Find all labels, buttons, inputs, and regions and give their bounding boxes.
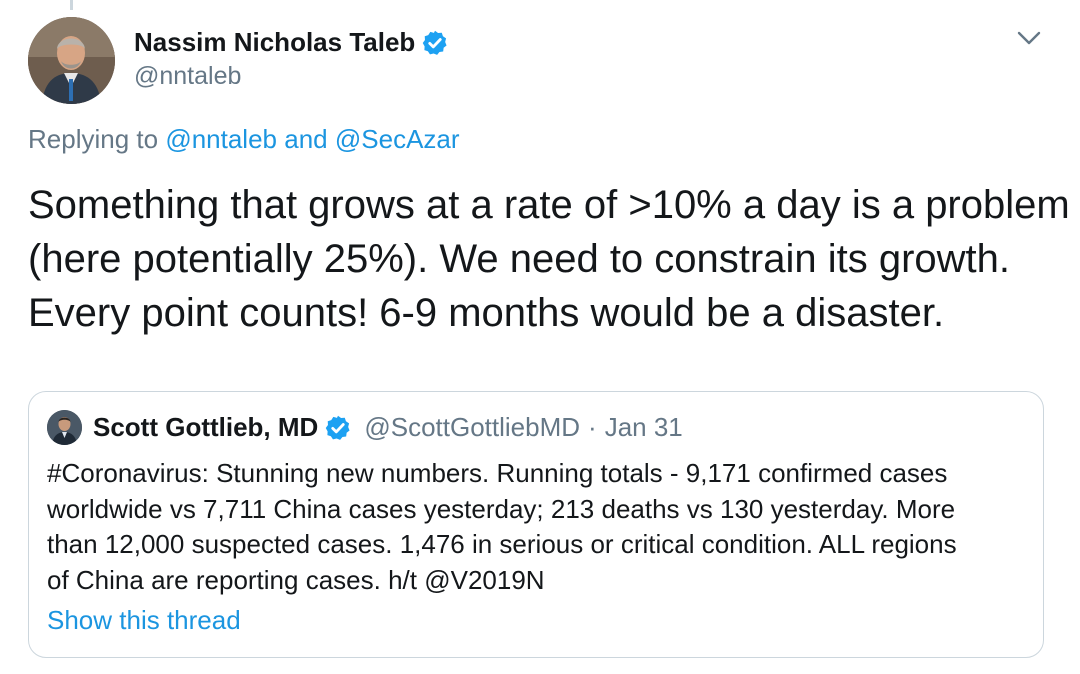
thread-connector-line: [70, 0, 73, 10]
profile-photo-icon: [47, 410, 82, 445]
meta-separator: ·: [588, 412, 597, 442]
mention-link-secazar[interactable]: @SecAzar: [334, 124, 460, 154]
quoted-author-avatar[interactable]: [47, 410, 82, 445]
profile-photo-icon: [28, 17, 115, 104]
quoted-tweet-text: #Coronavirus: Stunning new numbers. Runn…: [47, 456, 1037, 598]
author-name-row[interactable]: Nassim Nicholas Taleb: [134, 27, 449, 58]
quoted-text-line: #Coronavirus: Stunning new numbers. Runn…: [47, 458, 948, 488]
replying-to-label: Replying to: [28, 124, 159, 154]
chevron-down-icon[interactable]: [1015, 28, 1043, 48]
mention-link-nntaleb[interactable]: @nntaleb: [165, 124, 278, 154]
tweet-text-line: Every point counts! 6-9 months would be …: [28, 291, 945, 335]
quoted-text-line: than 12,000 suspected cases. 1,476 in se…: [47, 529, 957, 559]
author-name[interactable]: Nassim Nicholas Taleb: [134, 27, 416, 57]
quoted-author-name[interactable]: Scott Gottlieb, MD: [93, 412, 319, 442]
quoted-text-line: worldwide vs 7,711 China cases yesterday…: [47, 493, 956, 524]
verified-badge-icon: [326, 415, 350, 440]
replying-to: Replying to @nntaleb and @SecAzar: [28, 124, 460, 155]
quoted-text-line: of China are reporting cases. h/t @V2019…: [47, 564, 545, 595]
quoted-author-handle[interactable]: @ScottGottliebMD: [364, 412, 581, 442]
tweet-text: Something that grows at a rate of >10% a…: [28, 178, 1070, 340]
quoted-tweet-header: Scott Gottlieb, MD @ScottGottliebMD · Ja…: [93, 412, 683, 443]
quoted-tweet[interactable]: Scott Gottlieb, MD @ScottGottliebMD · Ja…: [28, 391, 1044, 658]
author-avatar[interactable]: [28, 17, 115, 104]
verified-badge-icon: [423, 30, 447, 55]
quoted-tweet-date[interactable]: Jan 31: [604, 412, 683, 442]
show-thread-link[interactable]: Show this thread: [47, 605, 241, 635]
tweet-text-line: (here potentially 25%). We need to const…: [28, 237, 1010, 281]
author-handle[interactable]: @nntaleb: [134, 62, 242, 90]
tweet-text-line: Something that grows at a rate of >10% a…: [28, 183, 1070, 227]
reply-conjunction[interactable]: and: [284, 124, 328, 154]
